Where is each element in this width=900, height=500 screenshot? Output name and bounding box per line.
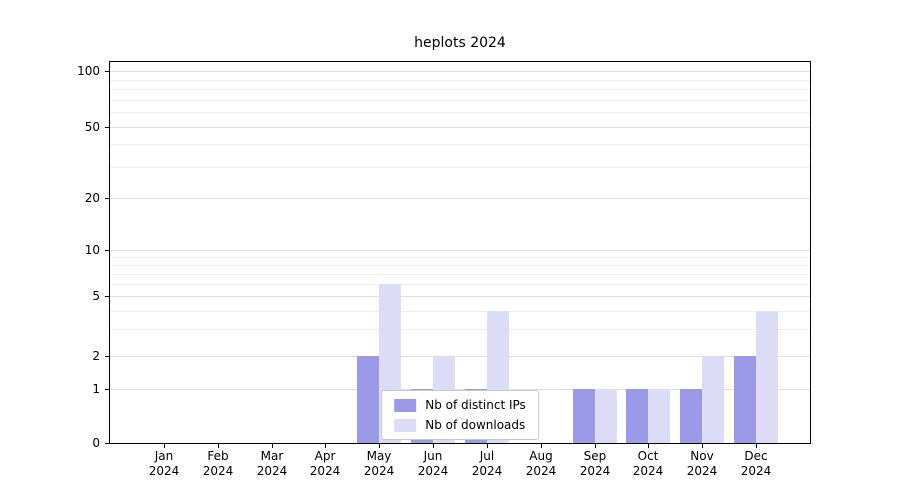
x-tick-mark: [218, 444, 219, 448]
x-tick-label: Nov 2024: [686, 449, 718, 478]
x-tick-label: Dec 2024: [740, 449, 772, 478]
x-tick-mark: [702, 444, 703, 448]
gridline-minor: [110, 265, 810, 266]
x-tick-mark: [541, 444, 542, 448]
bar-distinct-ips: [734, 356, 756, 443]
x-tick-mark: [164, 444, 165, 448]
bar-downloads: [648, 389, 670, 443]
x-tick-mark: [648, 444, 649, 448]
legend-label-downloads: Nb of downloads: [425, 418, 526, 432]
gridline-major: [110, 389, 810, 390]
plot-area: [109, 61, 811, 444]
gridline-major: [110, 250, 810, 251]
y-tick-label: 10: [84, 243, 100, 257]
y-tick-mark: [105, 71, 109, 72]
x-tick-mark: [487, 444, 488, 448]
x-tick-mark: [756, 444, 757, 448]
x-tick-label: Jan 2024: [148, 449, 180, 478]
x-tick-mark: [272, 444, 273, 448]
x-tick-mark: [433, 444, 434, 448]
bar-downloads: [756, 311, 778, 443]
legend-item-distinct-ips: Nb of distinct IPs: [394, 398, 526, 412]
gridline-minor: [110, 329, 810, 330]
x-tick-mark: [325, 444, 326, 448]
y-tick-label: 0: [92, 436, 100, 450]
y-tick-label: 2: [92, 349, 100, 363]
bar-distinct-ips: [573, 389, 595, 443]
chart-title: heplots 2024: [414, 35, 506, 51]
x-tick-label: Mar 2024: [256, 449, 288, 478]
gridline-major: [110, 296, 810, 297]
gridline-major: [110, 127, 810, 128]
gridline-major: [110, 356, 810, 357]
x-tick-label: Jun 2024: [417, 449, 449, 478]
x-tick-mark: [379, 444, 380, 448]
y-tick-mark: [105, 443, 109, 444]
y-tick-mark: [105, 250, 109, 251]
legend-swatch-downloads: [394, 418, 417, 432]
y-tick-label: 5: [92, 289, 100, 303]
x-tick-label: Apr 2024: [309, 449, 341, 478]
y-tick-mark: [105, 127, 109, 128]
legend: Nb of distinct IPs Nb of downloads: [381, 390, 539, 440]
bar-distinct-ips: [626, 389, 648, 443]
legend-swatch-distinct-ips: [394, 398, 417, 412]
bar-downloads: [702, 356, 724, 443]
gridline-minor: [110, 100, 810, 101]
x-tick-label: Oct 2024: [632, 449, 664, 478]
gridline-major: [110, 71, 810, 72]
x-tick-label: Feb 2024: [202, 449, 234, 478]
y-tick-mark: [105, 198, 109, 199]
y-tick-label: 1: [92, 382, 100, 396]
x-tick-label: Aug 2024: [525, 449, 557, 478]
y-tick-mark: [105, 356, 109, 357]
y-tick-label: 50: [84, 120, 100, 134]
x-tick-mark: [595, 444, 596, 448]
y-tick-mark: [105, 389, 109, 390]
gridline-minor: [110, 284, 810, 285]
gridline-minor: [110, 89, 810, 90]
bar-distinct-ips: [357, 356, 379, 443]
bar-distinct-ips: [680, 389, 702, 443]
x-tick-label: Jul 2024: [471, 449, 503, 478]
bar-downloads: [595, 389, 617, 443]
gridline-minor: [110, 112, 810, 113]
gridline-minor: [110, 80, 810, 81]
gridline-minor: [110, 257, 810, 258]
y-tick-mark: [105, 296, 109, 297]
gridline-minor: [110, 167, 810, 168]
gridline-minor: [110, 274, 810, 275]
y-tick-label: 100: [77, 64, 100, 78]
legend-item-downloads: Nb of downloads: [394, 418, 526, 432]
x-tick-label: May 2024: [363, 449, 395, 478]
gridline-minor: [110, 144, 810, 145]
gridline-minor: [110, 311, 810, 312]
legend-label-distinct-ips: Nb of distinct IPs: [425, 398, 526, 412]
y-tick-label: 20: [84, 191, 100, 205]
x-tick-label: Sep 2024: [579, 449, 611, 478]
gridline-major: [110, 198, 810, 199]
